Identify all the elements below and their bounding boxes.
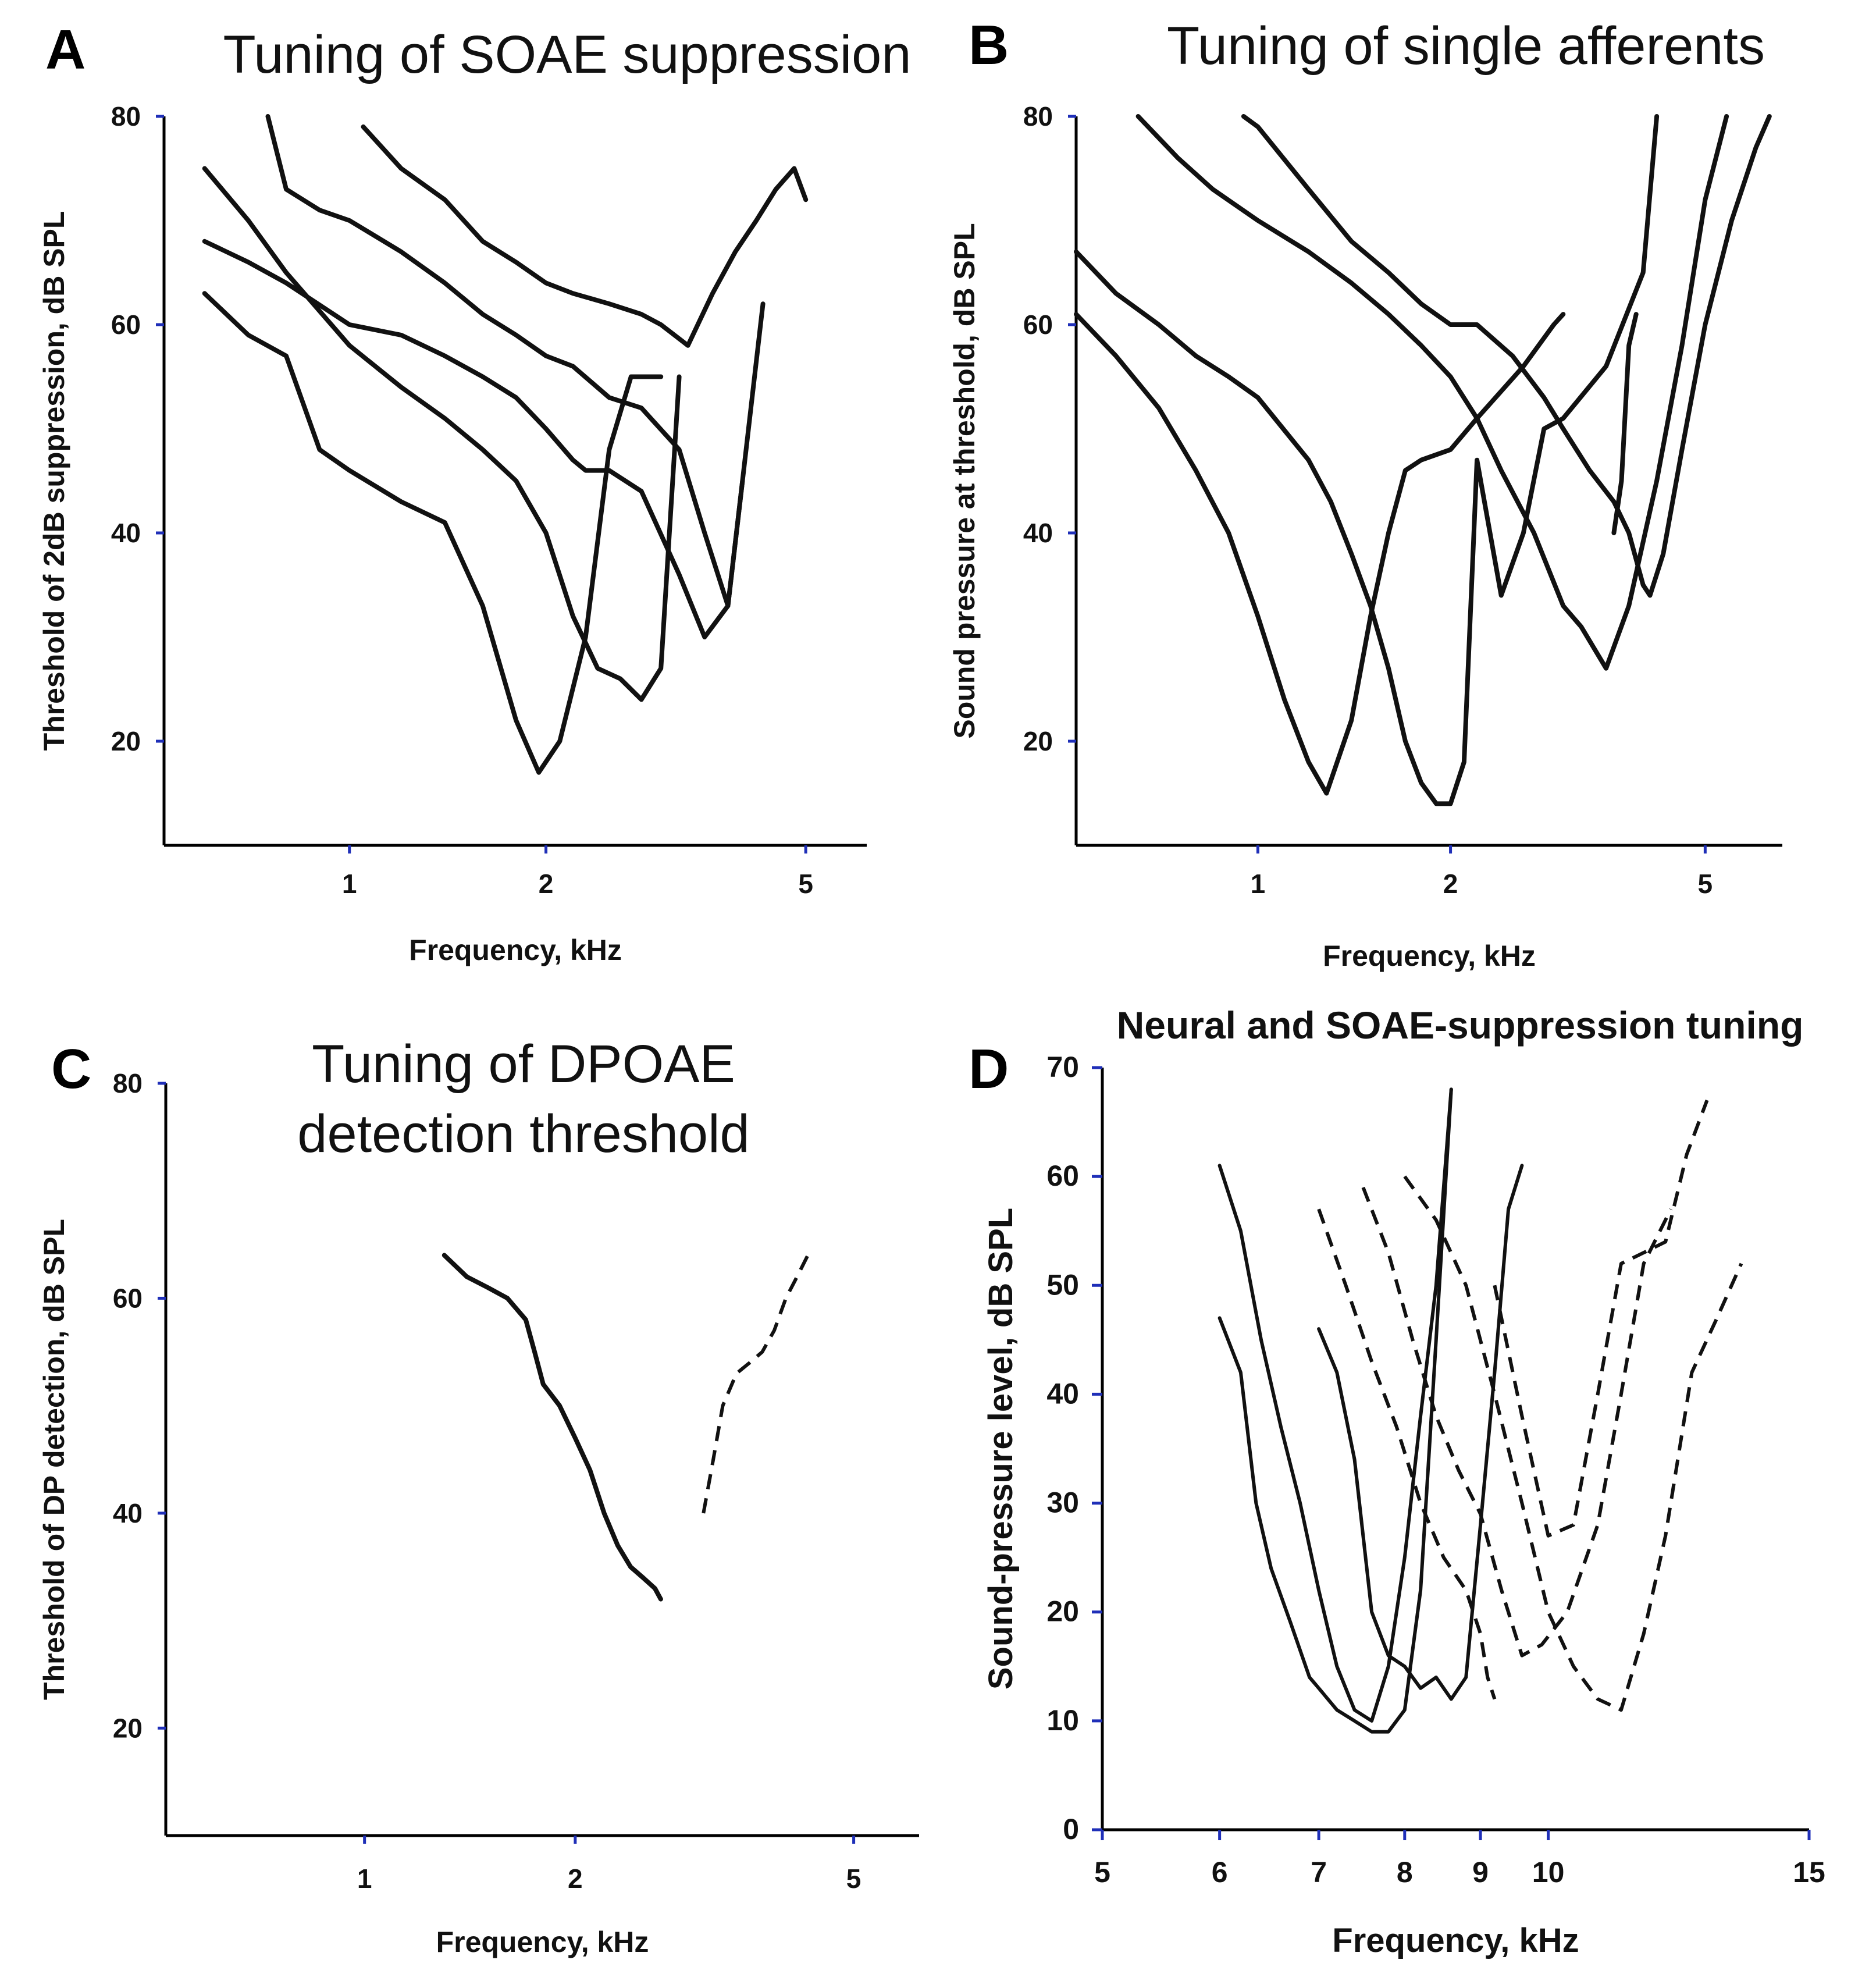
series-unit-4 — [1241, 114, 1772, 598]
x-tick-label: 1 — [1251, 869, 1266, 899]
y-tick-label: 20 — [113, 1713, 143, 1743]
chart-title-line: Tuning of DPOAE — [312, 1034, 735, 1094]
x-tick-label: 7 — [1311, 1856, 1327, 1889]
series-high-side — [702, 1254, 810, 1514]
x-tick-label: 1 — [357, 1863, 372, 1894]
series-neural-2 — [1217, 1087, 1453, 1723]
series-unit-2 — [1074, 114, 1660, 806]
panel-letter: B — [969, 14, 1009, 76]
y-tick-label: 10 — [1046, 1704, 1079, 1737]
x-tick-label: 2 — [1443, 869, 1458, 899]
series-unit-3 — [1135, 114, 1729, 671]
panel-letter: A — [45, 19, 86, 81]
y-tick-label: 20 — [1046, 1595, 1079, 1628]
x-tick-label: 9 — [1472, 1856, 1489, 1889]
series-curve-3 — [202, 239, 745, 639]
series-soae-4 — [1493, 1100, 1709, 1538]
x-axis-label: Frequency, kHz — [409, 934, 622, 966]
x-tick-label: 1 — [342, 869, 357, 899]
x-tick-label: 5 — [846, 1863, 861, 1894]
y-tick-label: 80 — [1023, 101, 1053, 131]
y-tick-label: 40 — [113, 1498, 143, 1528]
y-axis-label: Threshold of 2dB suppression, dB SPL — [38, 211, 70, 751]
y-tick-label: 40 — [111, 518, 141, 548]
y-tick-label: 20 — [111, 726, 141, 756]
series-curve-1 — [202, 291, 664, 775]
series-curve-5 — [361, 124, 809, 348]
y-axis-label: Sound-pressure level, dB SPL — [982, 1208, 1020, 1690]
series-unit-1 — [1074, 312, 1566, 796]
series-soae-3 — [1403, 1175, 1743, 1712]
panel-b: B Tuning of single afferents 20 40 60 80 1 2 5 Fr… — [948, 14, 1782, 972]
series-curve-2 — [202, 166, 682, 702]
panel-d: D Neural and SOAE-suppression tuning 0 10 20… — [969, 1004, 1825, 1959]
y-tick-label: 70 — [1046, 1051, 1079, 1083]
series-soae-1 — [1317, 1208, 1497, 1700]
panel-a: A Tuning of SOAE suppression 20 40 60 80 1 2 5 Fr… — [38, 19, 912, 966]
series-low-side — [442, 1253, 663, 1602]
chart-title: Tuning of single afferents — [1167, 16, 1765, 76]
y-tick-label: 80 — [111, 101, 141, 131]
series-soae-2 — [1361, 1186, 1673, 1658]
x-axis-label: Frequency, kHz — [1332, 1922, 1579, 1959]
x-tick-label: 15 — [1793, 1856, 1825, 1889]
x-tick-label: 5 — [798, 869, 813, 899]
x-tick-label: 10 — [1532, 1856, 1565, 1889]
x-tick-label: 5 — [1094, 1856, 1110, 1889]
y-tick-label: 30 — [1046, 1486, 1079, 1519]
x-tick-label: 6 — [1212, 1856, 1228, 1889]
y-axis-label: Threshold of DP detection, dB SPL — [38, 1219, 70, 1700]
series-unit-5 — [1611, 312, 1639, 535]
chart-title: Neural and SOAE-suppression tuning — [1117, 1004, 1804, 1047]
chart-title: Tuning of SOAE suppression — [223, 25, 911, 84]
panel-letter: C — [51, 1038, 91, 1100]
y-tick-label: 80 — [113, 1068, 143, 1098]
y-tick-label: 60 — [1046, 1160, 1079, 1192]
y-axis-label: Sound pressure at threshold, dB SPL — [948, 223, 981, 738]
y-tick-label: 60 — [1023, 310, 1053, 340]
series-neural-1 — [1217, 1087, 1453, 1734]
chart-title-line: detection threshold — [297, 1104, 749, 1164]
x-tick-label: 8 — [1397, 1856, 1413, 1889]
y-tick-label: 60 — [113, 1283, 143, 1313]
panel-letter: D — [969, 1038, 1009, 1100]
series-neural-3 — [1317, 1164, 1524, 1701]
panel-c: C Tuning of DPOAE detection threshold 20 40 6… — [38, 1034, 919, 1958]
y-tick-label: 40 — [1046, 1377, 1079, 1410]
x-axis-label: Frequency, kHz — [1323, 940, 1536, 972]
x-tick-label: 5 — [1698, 869, 1713, 899]
y-tick-label: 40 — [1023, 518, 1053, 548]
series-curve-4 — [265, 114, 766, 609]
x-axis-label: Frequency, kHz — [436, 1926, 649, 1958]
y-tick-label: 50 — [1046, 1268, 1079, 1301]
x-tick-label: 2 — [539, 869, 554, 899]
x-tick-label: 2 — [568, 1863, 583, 1894]
y-tick-label: 20 — [1023, 726, 1053, 756]
y-tick-label: 0 — [1063, 1813, 1079, 1845]
y-tick-label: 60 — [111, 310, 141, 340]
